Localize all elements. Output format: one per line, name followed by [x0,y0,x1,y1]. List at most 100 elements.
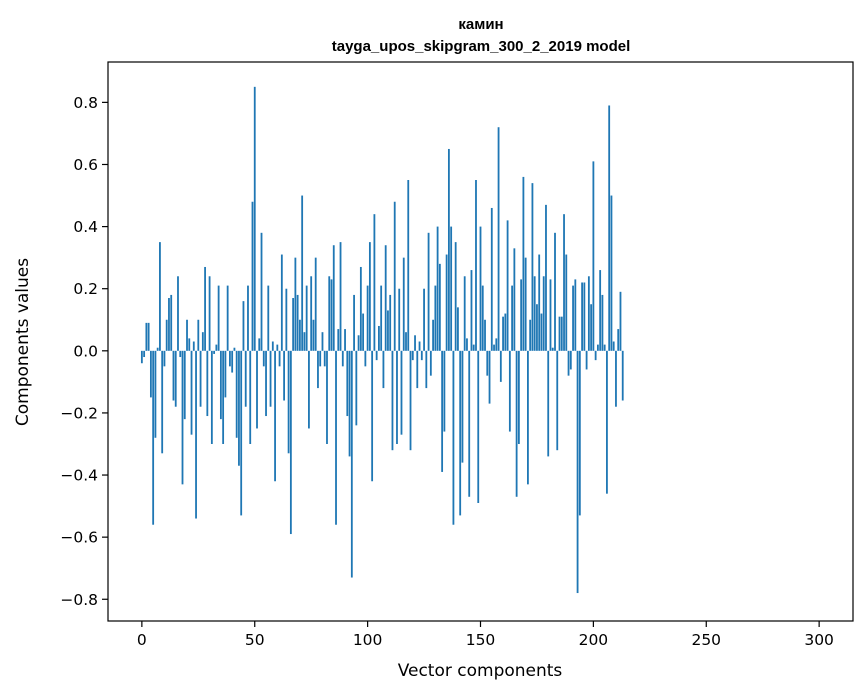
bar [161,350,164,454]
bar [504,313,507,351]
bar [317,350,319,389]
bar [238,350,240,466]
y-tick-label: −0.6 [60,529,98,547]
bar [459,350,462,516]
bar [321,332,324,351]
bar [554,232,556,351]
bar [192,341,195,351]
bar [280,254,283,351]
bar [567,350,570,376]
bar [527,350,529,485]
bar [603,344,606,351]
bar [364,350,367,367]
bar [610,195,613,351]
bar [499,350,502,382]
y-tick-label: 0.0 [73,342,98,360]
bar [308,350,310,429]
bar [244,350,247,407]
bar [265,350,267,417]
bar [393,201,396,351]
bar [143,350,146,358]
bar [454,242,457,351]
y-tick-label: 0.8 [73,94,98,112]
bar [267,285,270,351]
bar [210,350,213,444]
bar [145,322,148,351]
bar [490,207,493,351]
bar [572,285,574,351]
bar [371,350,374,482]
bar [208,276,211,351]
bar [585,350,588,370]
bar [206,350,209,417]
bar [563,214,565,351]
y-axis-label: Components values [13,258,33,426]
bar [384,245,387,351]
bar [204,266,206,351]
bar [249,350,252,444]
x-tick-label: 100 [353,631,383,649]
bar [409,350,412,451]
bar [398,288,401,351]
bar [294,257,297,351]
bar [348,350,351,457]
chart-title: камин [458,16,503,33]
bar [172,350,175,401]
bar [488,350,491,404]
bar [298,319,301,351]
bar [226,285,229,351]
bar [407,180,410,351]
bar [468,350,471,497]
bar [547,350,550,457]
bar [536,304,538,351]
bar [427,232,430,351]
bar [466,338,468,351]
bar [147,322,150,351]
x-tick-label: 300 [804,631,834,649]
bar [443,350,446,432]
bar [222,350,225,444]
bar [258,338,261,351]
bar [346,350,349,417]
bar [152,350,155,525]
bar [233,347,236,351]
bar-group [140,86,624,594]
x-tick-label: 150 [466,631,496,649]
bar [362,313,365,351]
bar [619,291,622,351]
bar [606,350,608,494]
bar [378,325,380,351]
bar [452,350,455,525]
bar [436,226,439,351]
bar [502,316,504,351]
bar [332,245,335,351]
bar [438,263,441,351]
bar [154,350,157,438]
bar [594,350,597,361]
bar [581,282,583,351]
bar [251,201,254,351]
bar [484,319,486,351]
bar [357,335,360,351]
bar [219,350,222,420]
bar [260,232,263,351]
bar [592,161,595,351]
bar [253,86,256,351]
bar [450,226,453,351]
bar [350,350,353,578]
bar [283,350,285,401]
bar [199,350,202,407]
y-tick-label: 0.6 [73,156,98,174]
bar [190,350,193,435]
bar [149,350,152,398]
bar [287,350,290,454]
bar [382,350,385,389]
bar [323,350,326,367]
bar [174,350,177,407]
bar [183,350,186,420]
bar [213,350,216,354]
bar [549,279,552,351]
bar [447,148,450,351]
bar [601,294,604,351]
